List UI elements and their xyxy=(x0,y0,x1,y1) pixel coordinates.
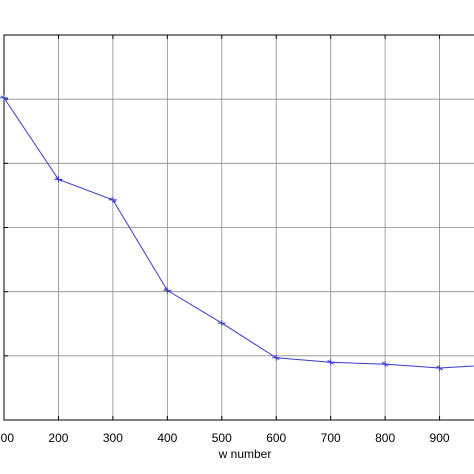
data-marker xyxy=(217,320,226,327)
data-marker xyxy=(435,365,444,372)
x-tick-label: 100 xyxy=(0,431,14,445)
data-marker xyxy=(0,94,8,101)
x-tick-label: 200 xyxy=(48,431,68,445)
data-line xyxy=(3,97,474,369)
data-marker xyxy=(54,176,63,183)
data-marker xyxy=(381,361,390,368)
x-tick-label: 500 xyxy=(212,431,232,445)
data-marker xyxy=(163,287,172,294)
x-tick-label: 600 xyxy=(266,431,286,445)
x-tick-label: 400 xyxy=(157,431,177,445)
data-marker xyxy=(326,359,335,366)
data-marker xyxy=(108,196,117,203)
data-marker xyxy=(272,354,281,361)
x-tick-label: 800 xyxy=(375,431,395,445)
x-tick-label: 900 xyxy=(430,431,450,445)
x-axis-label: w number xyxy=(218,447,272,461)
plot-area: 1002003004005006007008009001000 xyxy=(0,34,474,445)
x-tick-label: 700 xyxy=(321,431,341,445)
plot-frame xyxy=(3,34,474,421)
x-tick-label: 300 xyxy=(103,431,123,445)
